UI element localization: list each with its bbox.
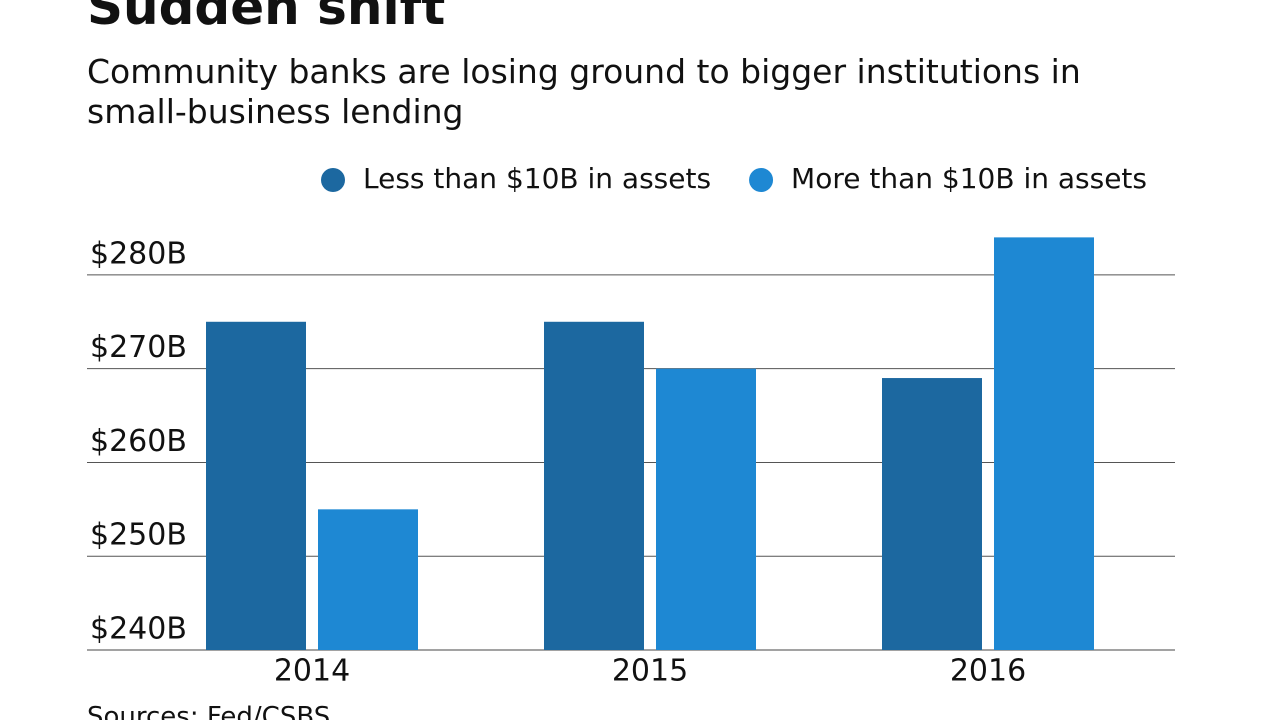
chart-title: Sudden shift [87,0,446,36]
y-tick-label: $240B [90,612,187,647]
bar [994,237,1094,650]
x-tick-label: 2014 [274,654,350,689]
legend-label: More than $10B in assets [791,162,1147,195]
y-tick-label: $260B [90,424,187,459]
y-tick-label: $250B [90,518,187,553]
y-tick-label: $280B [90,236,187,271]
bar [656,368,756,650]
legend-marker [321,168,345,192]
x-tick-label: 2016 [950,654,1026,689]
bar [206,321,306,650]
y-tick-label: $270B [90,330,187,365]
bar [544,321,644,650]
bar [882,378,982,650]
bar [318,509,418,650]
legend-marker [749,168,774,192]
x-tick-label: 2015 [612,654,688,689]
source-note: Sources: Fed/CSBS [87,702,331,720]
chart-subtitle: Community banks are losing ground to big… [87,52,1081,131]
legend-label: Less than $10B in assets [363,162,711,195]
